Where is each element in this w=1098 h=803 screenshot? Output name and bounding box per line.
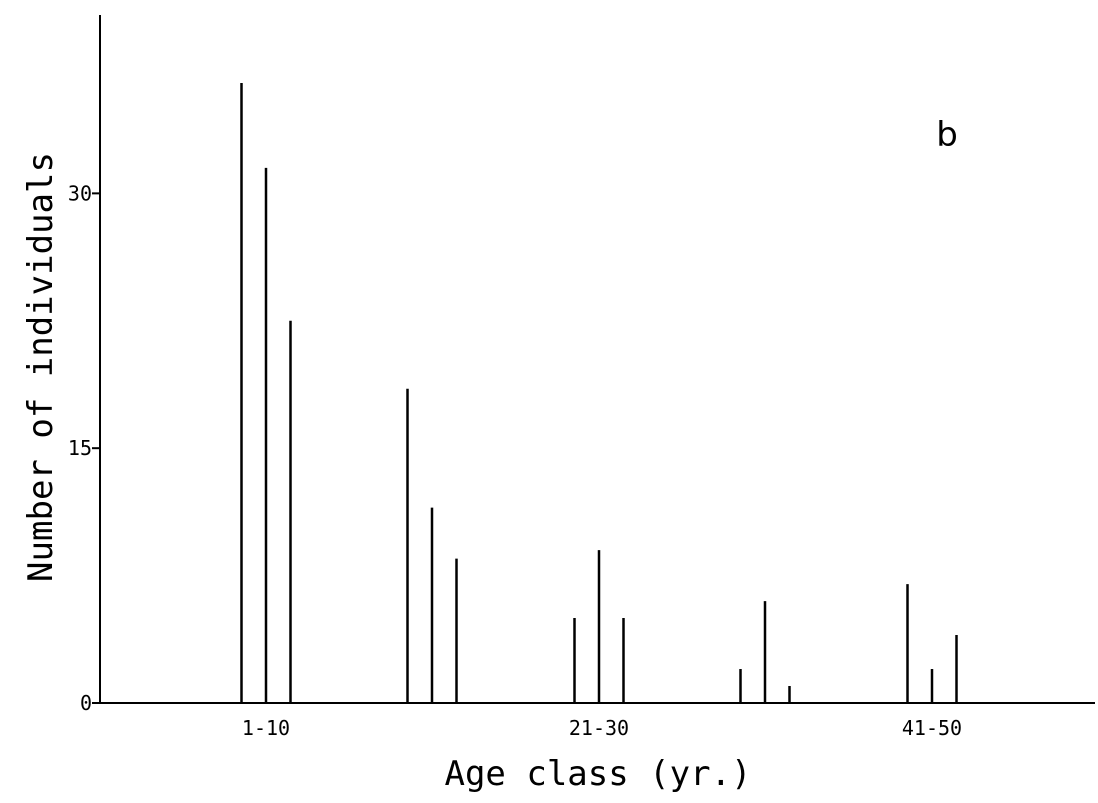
y-tick-label: 30	[68, 181, 92, 205]
bars	[240, 82, 958, 703]
x-tick-label: 21-30	[569, 716, 629, 740]
panel-label: b	[936, 115, 958, 155]
y-tick-label: 0	[80, 691, 92, 715]
x-axis-title: Age class (yr.)	[444, 754, 751, 794]
x-tick-label: 41-50	[902, 716, 962, 740]
x-ticks: 1-10 21-30 41-50	[242, 716, 962, 740]
y-ticks: 0 15 30	[68, 181, 100, 715]
y-axis-title: Number of individuals	[21, 152, 61, 582]
y-tick-label: 15	[68, 436, 92, 460]
x-tick-label: 1-10	[242, 716, 290, 740]
